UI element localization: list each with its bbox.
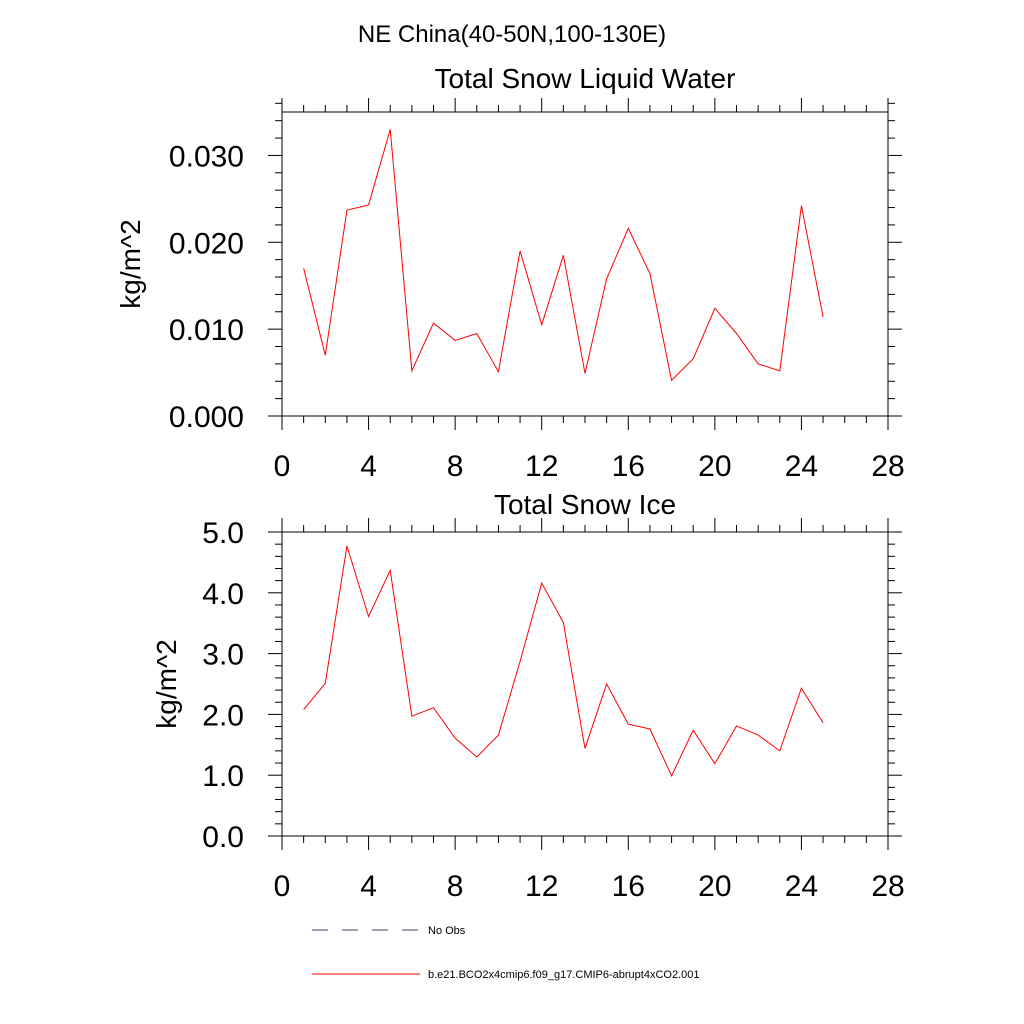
y-tick-label: 0.000 (169, 401, 244, 434)
x-tick-label: 4 (360, 870, 377, 903)
y-tick-label: 5.0 (202, 517, 244, 550)
x-tick-label: 24 (785, 870, 818, 903)
y-tick-label: 4.0 (202, 578, 244, 611)
y-tick-label: 0.0 (202, 821, 244, 854)
y-tick-label: 0.010 (169, 314, 244, 347)
x-tick-label: 12 (525, 450, 558, 483)
x-tick-label: 12 (525, 870, 558, 903)
x-tick-label: 8 (447, 870, 464, 903)
x-tick-label: 8 (447, 450, 464, 483)
x-tick-label: 16 (612, 450, 645, 483)
plot-frame (281, 111, 889, 417)
legend-label-model-run: b.e21.BCO2x4cmip6.f09_g17.CMIP6-abrupt4x… (428, 969, 700, 981)
x-tick-label: 16 (612, 870, 645, 903)
x-tick-label: 4 (360, 450, 377, 483)
legend-label-no-obs: No Obs (428, 925, 466, 937)
y-tick-label: 0.020 (169, 227, 244, 260)
legend-item-no-obs: No Obs (312, 925, 466, 937)
panel-total-snow-liquid-water: Total Snow Liquid Water kg/m^2 0 4 8 12 16 20… (115, 63, 905, 483)
y-tick-label: 0.030 (169, 140, 244, 173)
x-tick-label: 20 (698, 450, 731, 483)
series-line-0 (303, 129, 824, 382)
y-tick-label: 3.0 (202, 639, 244, 672)
y-axis-label: kg/m^2 (151, 639, 182, 728)
legend: No Obs b.e21.BCO2x4cmip6.f09_g17.CMIP6-a… (312, 925, 700, 981)
y-tick-label: 1.0 (202, 760, 244, 793)
panel-title: Total Snow Ice (494, 489, 676, 520)
x-tick-label: 20 (698, 870, 731, 903)
y-tick-label: 2.0 (202, 699, 244, 732)
x-tick-label: 28 (871, 870, 904, 903)
x-tick-label: 0 (274, 870, 291, 903)
legend-item-model-run: b.e21.BCO2x4cmip6.f09_g17.CMIP6-abrupt4x… (312, 969, 700, 981)
x-tick-label: 28 (871, 450, 904, 483)
y-axis-label: kg/m^2 (115, 219, 146, 308)
plot-frame (281, 531, 889, 837)
series-line-0 (303, 545, 824, 777)
figure-suptitle: NE China(40-50N,100-130E) (358, 21, 666, 48)
panel-total-snow-ice: Total Snow Ice kg/m^2 0 4 8 12 16 20 24 28 0.0 1.… (151, 489, 905, 903)
panel-title: Total Snow Liquid Water (435, 63, 736, 94)
x-tick-label: 0 (274, 450, 291, 483)
x-tick-label: 24 (785, 450, 818, 483)
